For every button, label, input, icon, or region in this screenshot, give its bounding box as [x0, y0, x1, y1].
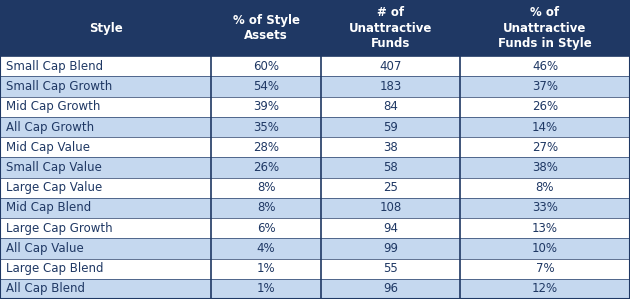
Text: 38%: 38% — [532, 161, 558, 174]
Text: 28%: 28% — [253, 141, 279, 154]
Text: Small Cap Value: Small Cap Value — [6, 161, 102, 174]
Bar — [0, 178, 630, 198]
Text: 12%: 12% — [532, 282, 558, 295]
Text: 84: 84 — [383, 100, 398, 113]
Text: 8%: 8% — [257, 202, 275, 214]
Bar — [0, 157, 630, 178]
Text: 46%: 46% — [532, 60, 558, 73]
Text: Mid Cap Blend: Mid Cap Blend — [6, 202, 91, 214]
Text: 60%: 60% — [253, 60, 279, 73]
Bar — [0, 117, 630, 137]
Text: 10%: 10% — [532, 242, 558, 255]
Text: Mid Cap Value: Mid Cap Value — [6, 141, 90, 154]
Text: All Cap Blend: All Cap Blend — [6, 282, 85, 295]
Text: 6%: 6% — [257, 222, 275, 235]
Text: 96: 96 — [383, 282, 398, 295]
Text: 39%: 39% — [253, 100, 279, 113]
Bar — [0, 56, 630, 77]
Text: % of
Unattractive
Funds in Style: % of Unattractive Funds in Style — [498, 6, 592, 50]
Text: 26%: 26% — [253, 161, 279, 174]
Bar — [0, 279, 630, 299]
Text: 55: 55 — [383, 262, 398, 275]
Text: 38: 38 — [383, 141, 398, 154]
Text: 7%: 7% — [536, 262, 554, 275]
Text: All Cap Value: All Cap Value — [6, 242, 84, 255]
Text: 99: 99 — [383, 242, 398, 255]
Text: 58: 58 — [383, 161, 398, 174]
Text: # of
Unattractive
Funds: # of Unattractive Funds — [349, 6, 432, 50]
Text: Large Cap Growth: Large Cap Growth — [6, 222, 113, 235]
Text: 4%: 4% — [257, 242, 275, 255]
Text: % of Style
Assets: % of Style Assets — [232, 14, 300, 42]
Text: 1%: 1% — [257, 282, 275, 295]
Text: Mid Cap Growth: Mid Cap Growth — [6, 100, 101, 113]
Text: 59: 59 — [383, 120, 398, 134]
Bar — [0, 198, 630, 218]
Text: 14%: 14% — [532, 120, 558, 134]
Text: 8%: 8% — [257, 181, 275, 194]
Text: Large Cap Blend: Large Cap Blend — [6, 262, 104, 275]
Text: Large Cap Value: Large Cap Value — [6, 181, 103, 194]
Bar — [0, 0, 630, 56]
Text: 108: 108 — [379, 202, 402, 214]
Text: 183: 183 — [379, 80, 402, 93]
Text: 13%: 13% — [532, 222, 558, 235]
Text: 26%: 26% — [532, 100, 558, 113]
Text: 27%: 27% — [532, 141, 558, 154]
Text: 1%: 1% — [257, 262, 275, 275]
Text: 25: 25 — [383, 181, 398, 194]
Bar — [0, 218, 630, 238]
Bar — [0, 238, 630, 259]
Text: 37%: 37% — [532, 80, 558, 93]
Text: 8%: 8% — [536, 181, 554, 194]
Text: All Cap Growth: All Cap Growth — [6, 120, 94, 134]
Bar — [0, 259, 630, 279]
Text: 33%: 33% — [532, 202, 558, 214]
Text: 94: 94 — [383, 222, 398, 235]
Bar — [0, 137, 630, 157]
Text: Small Cap Growth: Small Cap Growth — [6, 80, 113, 93]
Text: 35%: 35% — [253, 120, 279, 134]
Text: 407: 407 — [379, 60, 402, 73]
Bar — [0, 77, 630, 97]
Text: 54%: 54% — [253, 80, 279, 93]
Bar — [0, 97, 630, 117]
Text: Small Cap Blend: Small Cap Blend — [6, 60, 103, 73]
Text: Style: Style — [89, 22, 122, 35]
